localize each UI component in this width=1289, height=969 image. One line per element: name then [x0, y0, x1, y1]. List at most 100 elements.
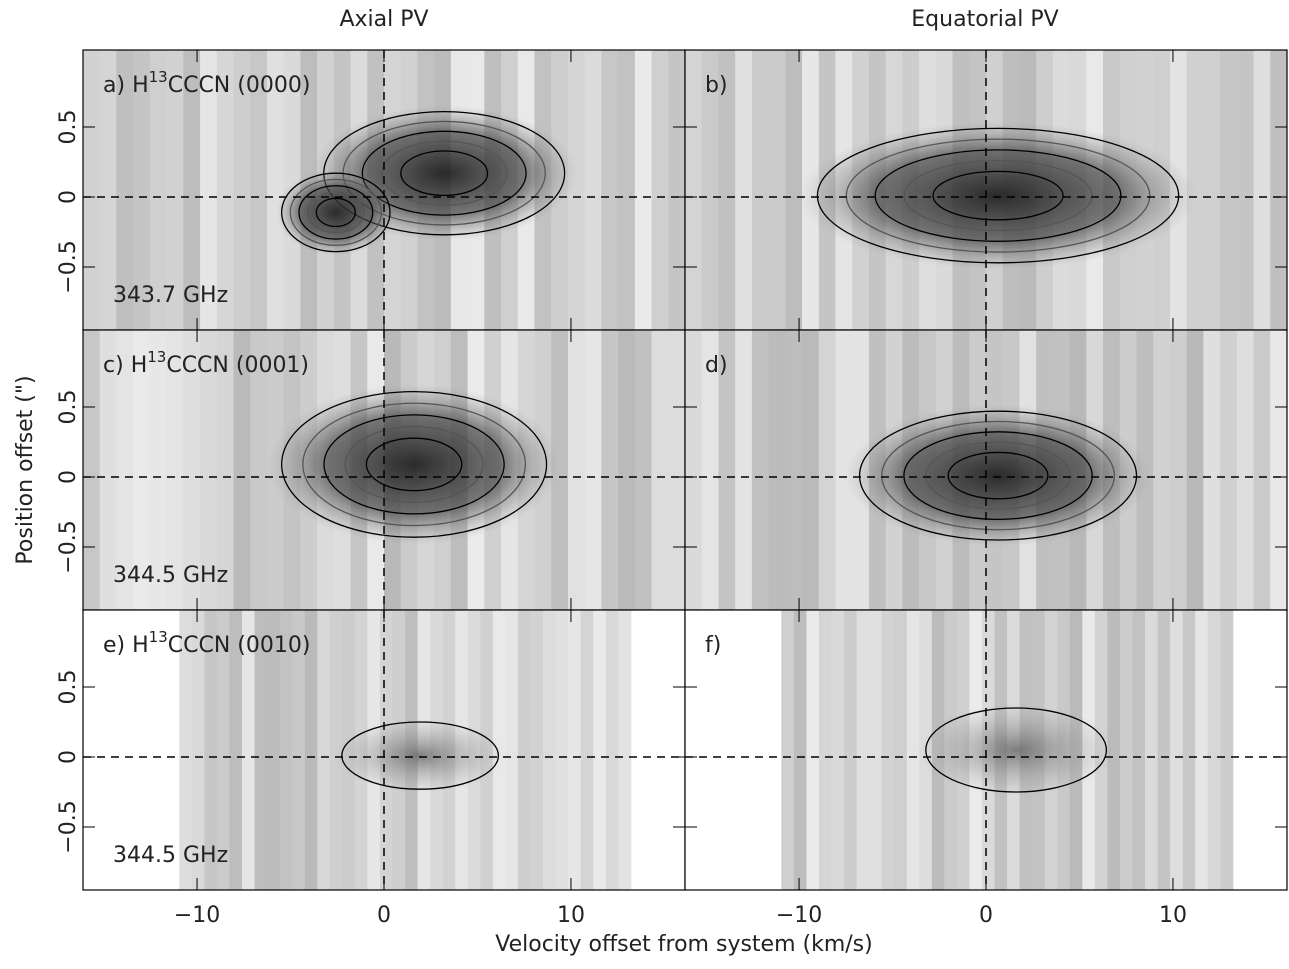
image-strip: [555, 610, 569, 890]
y-tick-label: 0.5: [56, 670, 81, 705]
image-strip: [242, 610, 256, 890]
image-strip: [1203, 50, 1221, 330]
image-strip: [835, 330, 853, 610]
image-strip: [601, 50, 619, 330]
image-strip: [1236, 50, 1255, 330]
panel: −0.5 0 0.5 a) H13CCCN (0000) 343.7 GHz: [56, 49, 686, 331]
contour: [932, 170, 1064, 221]
image-strip: [785, 330, 803, 610]
panel-label: f): [705, 633, 721, 658]
panel-label-part: f): [705, 633, 721, 658]
image-strip: [567, 50, 586, 330]
image-strip: [894, 610, 908, 890]
image-strip: [116, 50, 134, 330]
image-strip: [856, 610, 870, 890]
image-strip: [806, 610, 820, 890]
panel-label-part: H: [132, 73, 149, 98]
image-strip: [1253, 50, 1271, 330]
image-strip: [651, 330, 669, 610]
image-strip: [166, 50, 184, 330]
image-strip: [83, 330, 101, 610]
contour: [903, 431, 1093, 521]
image-strip: [200, 50, 218, 330]
panel: b): [684, 49, 1288, 331]
image-strip: [304, 610, 318, 890]
image-strip: [701, 50, 719, 330]
image-strip: [906, 610, 920, 890]
contour: [845, 138, 1151, 253]
image-strip: [133, 330, 151, 610]
image-strip: [254, 610, 268, 890]
contour: [925, 441, 1071, 510]
image-strip: [1169, 330, 1188, 610]
contour: [874, 149, 1122, 242]
image-strip: [735, 50, 753, 330]
image-strip: [517, 610, 531, 890]
image-strip: [781, 610, 795, 890]
emission: [268, 384, 560, 545]
image-strip: [1153, 330, 1171, 610]
panel: −10 0 10 −0.5 0 0.5 e) H13CCCN (0010) 344.5 GHz: [56, 609, 686, 928]
panel: −10 0 10 f): [684, 609, 1288, 928]
image-strip: [279, 610, 293, 890]
emission: [276, 169, 396, 256]
contour: [858, 410, 1138, 541]
image-strip: [292, 610, 306, 890]
image-strip: [1270, 330, 1288, 610]
image-strip: [593, 610, 607, 890]
image-strip: [818, 610, 832, 890]
image-strip: [580, 610, 594, 890]
panel-label-part: 13: [147, 348, 166, 366]
panel-label-part: CCCN (0001): [166, 353, 309, 378]
image-strip: [751, 330, 770, 610]
y-tick-label: 0.5: [56, 110, 81, 145]
image-strip: [543, 610, 557, 890]
image-strip: [1119, 610, 1133, 890]
panel-label: b): [705, 73, 728, 98]
image-strip: [1157, 610, 1171, 890]
contour: [947, 451, 1049, 500]
frequency-label: 344.5 GHz: [113, 843, 228, 868]
y-tick-label: 0: [56, 750, 81, 764]
image-strip: [618, 610, 632, 890]
image-strip: [250, 50, 268, 330]
x-axis-label: Velocity offset from system (km/s): [495, 932, 872, 957]
panel-label-part: H: [131, 353, 148, 378]
image-strip: [116, 330, 134, 610]
panel-label-part: CCCN (0000): [168, 73, 311, 98]
contour: [307, 191, 365, 234]
column-title: Axial PV: [339, 7, 428, 32]
image-strip: [149, 50, 168, 330]
panel-label-part: e): [103, 633, 125, 658]
image-strip: [133, 50, 151, 330]
image-strip: [584, 330, 602, 610]
image-strip: [530, 610, 544, 890]
image-strip: [618, 330, 636, 610]
image-strip: [1220, 330, 1238, 610]
image-strip: [668, 50, 686, 330]
image-strip: [869, 610, 883, 890]
image-strip: [1203, 330, 1221, 610]
image-strip: [668, 330, 686, 610]
image-strip: [701, 330, 719, 610]
image-strip: [793, 610, 807, 890]
image-strip: [267, 610, 281, 890]
y-tick-label: 0: [56, 470, 81, 484]
contour: [289, 178, 383, 246]
image-strip: [751, 50, 770, 330]
panel-label-part: c): [103, 353, 124, 378]
column-title: Equatorial PV: [911, 7, 1058, 32]
image-strip: [183, 330, 201, 610]
y-tick-label: −0.5: [56, 800, 81, 853]
image-strip: [1220, 50, 1238, 330]
image-strip: [844, 610, 858, 890]
panel-label-part: 13: [149, 68, 168, 86]
image-strip: [1207, 610, 1221, 890]
frequency-label: 344.5 GHz: [113, 563, 228, 588]
panel-label: e) H13CCCN (0010): [103, 628, 310, 659]
contour: [361, 130, 527, 216]
image-strip: [166, 330, 184, 610]
image-strip: [551, 330, 569, 610]
panel: d): [684, 329, 1288, 611]
